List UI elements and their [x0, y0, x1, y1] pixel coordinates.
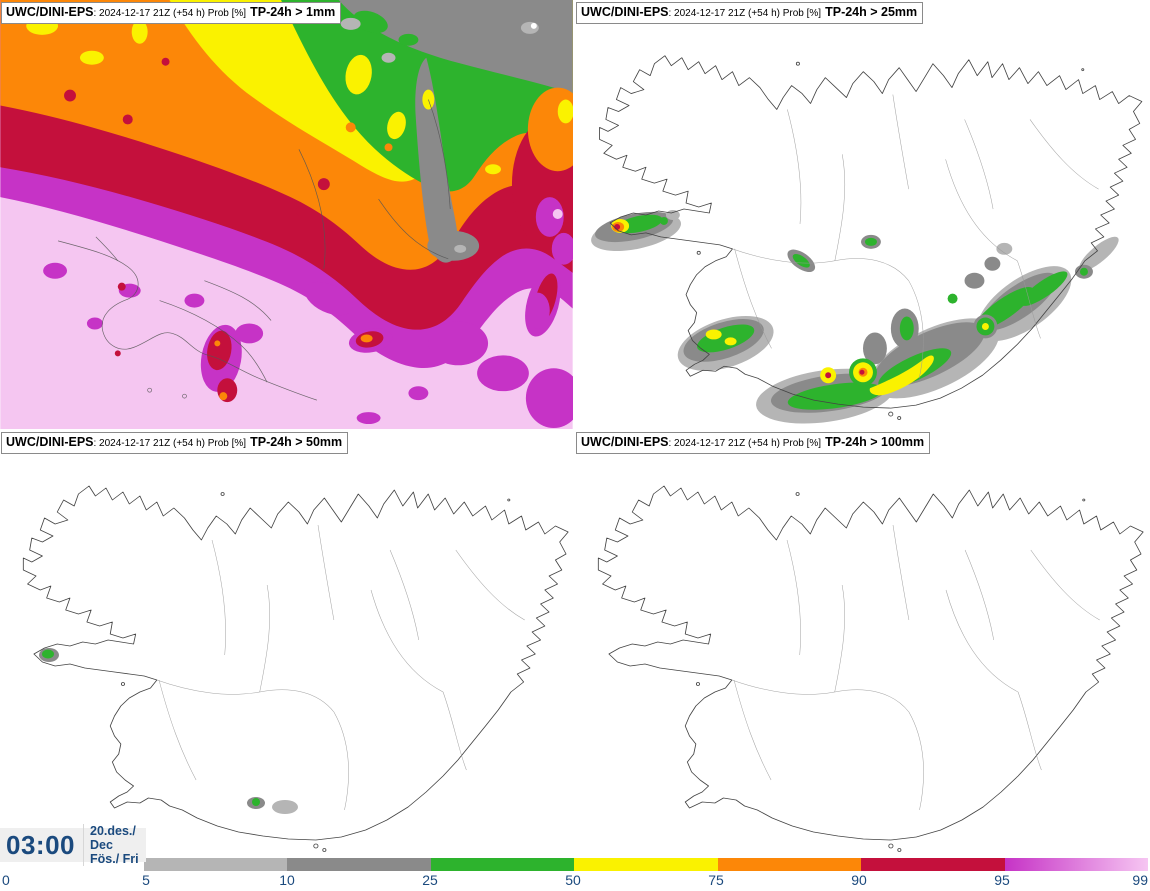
- threshold-label: TP-24h > 100mm: [825, 435, 925, 449]
- panel-prob-tp24h-100mm: UWC/DINI-EPS: 2024-12-17 21Z (+54 h) Pro…: [575, 430, 1150, 861]
- colorbar-segment-95-99: [1004, 858, 1148, 871]
- prob-map-50mm: [22, 485, 569, 852]
- colorbar-segment-25-50: [430, 858, 575, 871]
- prob-spots-25mm: [591, 210, 1119, 424]
- model-name: UWC/DINI-EPS: [581, 435, 669, 449]
- threshold-label: TP-24h > 50mm: [250, 435, 343, 449]
- panel-prob-tp24h-25mm: UWC/DINI-EPS: 2024-12-17 21Z (+54 h) Pro…: [575, 0, 1150, 431]
- colorbar-tick-90: 90: [851, 872, 867, 888]
- prob-spots-50mm: [39, 648, 298, 814]
- colorbar-segment-5-10: [144, 858, 288, 871]
- run-info: : 2024-12-17 21Z (+54 h) Prob [%]: [93, 438, 247, 449]
- colorbar-tick-95: 95: [994, 872, 1010, 888]
- panel-title-100mm: UWC/DINI-EPS: 2024-12-17 21Z (+54 h) Pro…: [576, 432, 931, 454]
- panel-title-1mm: UWC/DINI-EPS: 2024-12-17 21Z (+54 h) Pro…: [1, 2, 342, 24]
- model-name: UWC/DINI-EPS: [581, 5, 669, 19]
- colorbar-tick-10: 10: [279, 872, 295, 888]
- colorbar-segment-50-75: [574, 858, 718, 871]
- colorbar-tick-5: 5: [142, 872, 150, 888]
- prob-map-100mm: [597, 485, 1144, 852]
- run-info: : 2024-12-17 21Z (+54 h) Prob [%]: [93, 8, 247, 19]
- threshold-label: TP-24h > 25mm: [825, 5, 918, 19]
- run-info: : 2024-12-17 21Z (+54 h) Prob [%]: [668, 8, 822, 19]
- run-info: : 2024-12-17 21Z (+54 h) Prob [%]: [668, 438, 822, 449]
- valid-date: 20.des./ Dec Fös./ Fri: [83, 824, 146, 866]
- panel-prob-tp24h-1mm: UWC/DINI-EPS: 2024-12-17 21Z (+54 h) Pro…: [0, 0, 575, 431]
- panel-title-50mm: UWC/DINI-EPS: 2024-12-17 21Z (+54 h) Pro…: [1, 432, 349, 454]
- colorbar-tick-99: 99: [1132, 872, 1148, 888]
- colorbar-tick-75: 75: [708, 872, 724, 888]
- colorbar-tick-0: 0: [2, 872, 10, 888]
- model-name: UWC/DINI-EPS: [6, 5, 94, 19]
- valid-date-line1: 20.des./ Dec: [90, 824, 136, 852]
- prob-map-25mm: [591, 55, 1143, 424]
- valid-date-line2: Fös./ Fri: [90, 852, 139, 866]
- valid-time-box: 03:00 20.des./ Dec Fös./ Fri: [0, 824, 146, 866]
- panel-prob-tp24h-50mm: UWC/DINI-EPS: 2024-12-17 21Z (+54 h) Pro…: [0, 430, 575, 861]
- valid-time-clock: 03:00: [6, 829, 75, 860]
- panel-title-25mm: UWC/DINI-EPS: 2024-12-17 21Z (+54 h) Pro…: [576, 2, 924, 24]
- model-name: UWC/DINI-EPS: [6, 435, 94, 449]
- colorbar: [144, 858, 1148, 871]
- colorbar-tick-25: 25: [422, 872, 438, 888]
- prob-map-1mm: [0, 0, 573, 429]
- colorbar-segment-10-25: [287, 858, 431, 871]
- colorbar-tick-50: 50: [565, 872, 581, 888]
- colorbar-segment-75-90: [717, 858, 862, 871]
- probability-colorbar: 0 5 10 25 50 75 90 95 99: [0, 852, 1150, 891]
- threshold-label: TP-24h > 1mm: [250, 5, 336, 19]
- colorbar-segment-90-95: [861, 858, 1005, 871]
